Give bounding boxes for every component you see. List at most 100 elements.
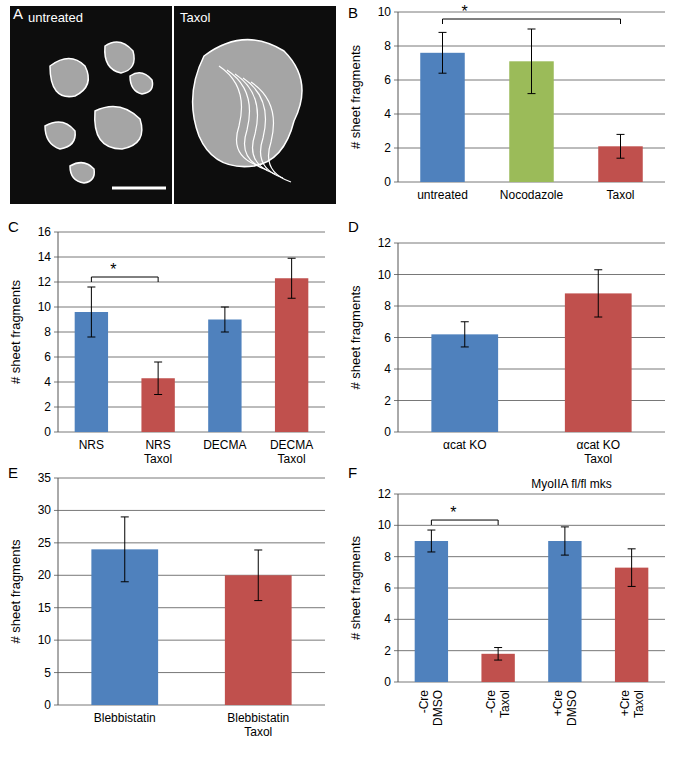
significance-label: * bbox=[110, 261, 116, 278]
tick-label: 8 bbox=[384, 550, 391, 564]
category-label: Nocodazole bbox=[500, 188, 564, 202]
label-line: Nocodazole bbox=[500, 188, 564, 202]
axis-title: # sheet fragments bbox=[8, 279, 23, 384]
tick-label: 5 bbox=[44, 666, 51, 680]
error-bar bbox=[254, 550, 262, 601]
panel-label: F bbox=[348, 464, 357, 481]
tick-mark bbox=[54, 575, 58, 576]
tick-label: 6 bbox=[384, 581, 391, 595]
axis-title: # sheet fragments bbox=[348, 44, 363, 149]
axis-title: # sheet fragments bbox=[348, 285, 363, 390]
tick-mark bbox=[394, 182, 398, 183]
tick-label: 15 bbox=[38, 601, 52, 615]
tick-label: 8 bbox=[384, 299, 391, 313]
grid-line bbox=[398, 243, 665, 244]
tick-label: 0 bbox=[44, 425, 51, 439]
sheet bbox=[50, 59, 88, 97]
sheet-fold bbox=[251, 82, 291, 182]
category-label: -CreDMSO bbox=[417, 690, 445, 726]
bar bbox=[415, 541, 448, 682]
tick-mark bbox=[394, 400, 398, 401]
axis-title: # sheet fragments bbox=[8, 539, 23, 644]
tick-label: 10 bbox=[38, 300, 52, 314]
bar-chart: E05101520253035# sheet fragmentsBlebbist… bbox=[8, 464, 325, 739]
label-line: -Cre bbox=[484, 690, 498, 714]
grid-line bbox=[58, 542, 325, 543]
tick-label: 0 bbox=[384, 675, 391, 689]
panel-label: D bbox=[348, 218, 359, 235]
tick-mark bbox=[394, 650, 398, 651]
significance-bracket bbox=[443, 19, 621, 24]
tick-mark bbox=[54, 607, 58, 608]
tick-label: 0 bbox=[384, 425, 391, 439]
label-line: DECMA bbox=[203, 438, 246, 452]
tick-label: 12 bbox=[378, 236, 392, 250]
error-bar bbox=[494, 648, 502, 661]
photo-label: Taxol bbox=[180, 10, 210, 25]
tick-label: 16 bbox=[38, 225, 52, 239]
tick-mark bbox=[394, 432, 398, 433]
tick-mark bbox=[394, 588, 398, 589]
significance-bracket bbox=[91, 277, 158, 282]
tick-mark bbox=[54, 510, 58, 511]
error-bar bbox=[617, 134, 625, 158]
tick-label: 10 bbox=[378, 5, 392, 19]
tick-label: 2 bbox=[44, 400, 51, 414]
error-bar bbox=[121, 517, 129, 582]
bar-chart: D024681012# sheet fragmentsαcat KOαcat K… bbox=[348, 218, 665, 466]
category-label: -CreTaxol bbox=[484, 690, 512, 718]
tick-label: 25 bbox=[38, 536, 52, 550]
sheet bbox=[130, 73, 153, 94]
panel-label: E bbox=[8, 464, 18, 481]
tick-mark bbox=[54, 542, 58, 543]
label-line: Blebbistatin bbox=[94, 711, 156, 725]
tick-mark bbox=[54, 282, 58, 283]
tick-label: 14 bbox=[38, 250, 52, 264]
category-label: NRS bbox=[79, 438, 104, 452]
label-line: Taxol bbox=[584, 452, 612, 466]
error-bar bbox=[154, 362, 162, 395]
y-axis bbox=[58, 232, 59, 432]
tick-label: 4 bbox=[384, 612, 391, 626]
tick-mark bbox=[394, 80, 398, 81]
bar bbox=[208, 320, 241, 433]
sheet bbox=[70, 163, 94, 183]
photo-content bbox=[45, 42, 153, 183]
label-line: NRS bbox=[145, 438, 170, 452]
category-label: αcat KO bbox=[443, 438, 487, 452]
bar-chart: C0246810121416# sheet fragmentsNRSNRSTax… bbox=[8, 218, 325, 466]
category-label: untreated bbox=[417, 188, 468, 202]
tick-mark bbox=[54, 257, 58, 258]
tick-label: 20 bbox=[38, 568, 52, 582]
error-bar bbox=[439, 32, 447, 73]
label-line: αcat KO bbox=[443, 438, 487, 452]
error-bar bbox=[594, 270, 602, 317]
image-panel: untreatedTaxolA bbox=[10, 5, 336, 204]
y-axis bbox=[398, 12, 399, 182]
tick-label: 2 bbox=[384, 394, 391, 408]
label-line: Taxol bbox=[244, 725, 272, 739]
error-bar bbox=[288, 258, 296, 298]
grid-line bbox=[58, 257, 325, 258]
panel-label: C bbox=[8, 218, 19, 235]
tick-label: 6 bbox=[44, 350, 51, 364]
chart-title: MyoIIA fl/fl mks bbox=[531, 477, 612, 491]
error-bar bbox=[427, 530, 435, 552]
label-line: -Cre bbox=[417, 690, 431, 714]
grid-line bbox=[398, 525, 665, 526]
tick-label: 2 bbox=[384, 644, 391, 658]
tick-label: 12 bbox=[378, 487, 392, 501]
tick-label: 8 bbox=[384, 39, 391, 53]
tick-mark bbox=[54, 705, 58, 706]
category-label: +CreTaxol bbox=[618, 690, 646, 718]
bar bbox=[548, 541, 581, 682]
bar bbox=[275, 278, 308, 432]
tick-mark bbox=[394, 494, 398, 495]
tick-label: 4 bbox=[384, 107, 391, 121]
label-line: +Cre bbox=[618, 690, 632, 717]
tick-label: 4 bbox=[44, 375, 51, 389]
grid-line bbox=[58, 510, 325, 511]
label-line: Blebbistatin bbox=[227, 711, 289, 725]
bar bbox=[431, 334, 498, 432]
category-label: DECMA bbox=[203, 438, 246, 452]
